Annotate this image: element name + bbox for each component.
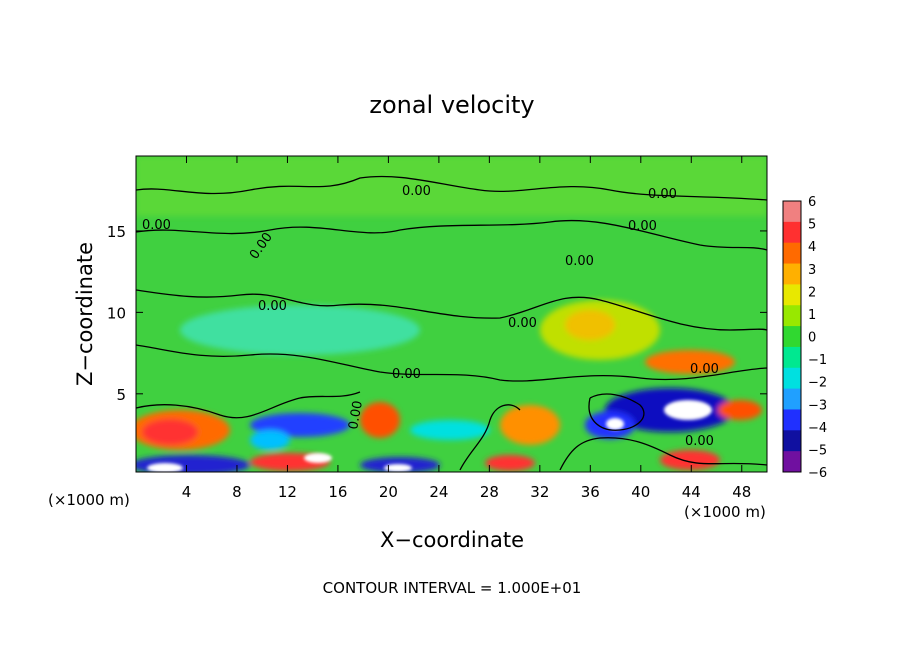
contour-lines xyxy=(136,175,767,471)
x-axis-ticks: 4 8 12 16 20 24 28 32 36 40 44 48 xyxy=(182,156,751,501)
colorbar-label: 5 xyxy=(808,218,816,233)
colorbar-label: −2 xyxy=(808,376,827,391)
x-tick-label: 36 xyxy=(581,483,600,501)
contour-label: 0.00 xyxy=(685,434,714,449)
y-axis-ticks: 5 10 15 xyxy=(107,223,767,404)
colorbar-label: 4 xyxy=(808,240,816,255)
colorbar-swatch xyxy=(783,451,801,473)
x-tick-label: 4 xyxy=(182,483,192,501)
colorbar-swatch xyxy=(783,430,801,452)
x-tick-label: 40 xyxy=(631,483,650,501)
y-tick-label: 5 xyxy=(116,386,126,404)
contour-label: 0.00 xyxy=(392,367,421,382)
contour-label: 0.00 xyxy=(690,362,719,377)
colorbar-swatch xyxy=(783,326,801,348)
colorbar-label: 0 xyxy=(808,331,816,346)
colorbar-swatch xyxy=(783,346,801,369)
contour-label: 0.00 xyxy=(142,218,171,233)
contour-label: 0.00 xyxy=(346,400,366,431)
velocity-field xyxy=(136,156,767,472)
colorbar-swatch xyxy=(783,284,801,306)
y-tick-label: 10 xyxy=(107,304,126,322)
colorbar-swatch xyxy=(783,221,801,244)
contour-interval-note: CONTOUR INTERVAL = 1.000E+01 xyxy=(323,579,582,597)
contour-label: 0.00 xyxy=(628,219,657,234)
contour-label: 0.00 xyxy=(402,184,431,199)
x-tick-label: 28 xyxy=(480,483,499,501)
y-axis-label: Z−coordinate xyxy=(73,242,97,386)
x-tick-label: 24 xyxy=(429,483,448,501)
contour-label: 0.00 xyxy=(258,299,287,314)
plot-area: 0.00 0.00 0.00 0.00 0.00 0.00 0.00 0.00 … xyxy=(107,155,768,501)
colorbar-label: 2 xyxy=(808,285,816,300)
y-tick-label: 15 xyxy=(107,223,126,241)
colorbar-swatch xyxy=(783,367,801,390)
colorbar-label: −4 xyxy=(808,421,827,436)
x-unit-left: (×1000 m) xyxy=(48,491,130,509)
x-tick-label: 32 xyxy=(530,483,549,501)
x-axis-label: X−coordinate xyxy=(380,528,524,552)
contour-label: 0.00 xyxy=(648,187,677,202)
colorbar-label: 1 xyxy=(808,308,816,323)
colorbar-swatch xyxy=(783,305,801,327)
contour-label: 0.00 xyxy=(508,316,537,331)
colorbar: 6 5 4 3 2 1 0 −1 −2 −3 −4 −5 −6 xyxy=(782,195,827,481)
colorbar-label: 3 xyxy=(808,263,816,278)
contour-label: 0.00 xyxy=(565,254,594,269)
plot-frame xyxy=(135,155,768,473)
x-tick-label: 8 xyxy=(232,483,242,501)
colorbar-label: −1 xyxy=(808,353,827,368)
colorbar-label: −5 xyxy=(808,443,827,458)
colorbar-label: −6 xyxy=(808,466,827,481)
x-tick-label: 44 xyxy=(682,483,701,501)
colorbar-label: 6 xyxy=(808,195,816,210)
colorbar-swatch xyxy=(783,201,801,223)
x-tick-label: 20 xyxy=(379,483,398,501)
x-tick-label: 16 xyxy=(328,483,347,501)
chart-title: zonal velocity xyxy=(369,91,534,119)
x-tick-label: 48 xyxy=(732,483,751,501)
colorbar-swatch xyxy=(783,263,801,285)
contour-labels: 0.00 0.00 0.00 0.00 0.00 0.00 0.00 0.00 … xyxy=(142,184,719,449)
colorbar-swatch xyxy=(783,388,801,410)
colorbar-label: −3 xyxy=(808,398,827,413)
colorbar-swatch xyxy=(783,409,801,431)
x-unit-right: (×1000 m) xyxy=(684,503,766,521)
colorbar-frame xyxy=(782,200,802,473)
x-tick-label: 12 xyxy=(278,483,297,501)
colorbar-swatch xyxy=(783,242,801,265)
